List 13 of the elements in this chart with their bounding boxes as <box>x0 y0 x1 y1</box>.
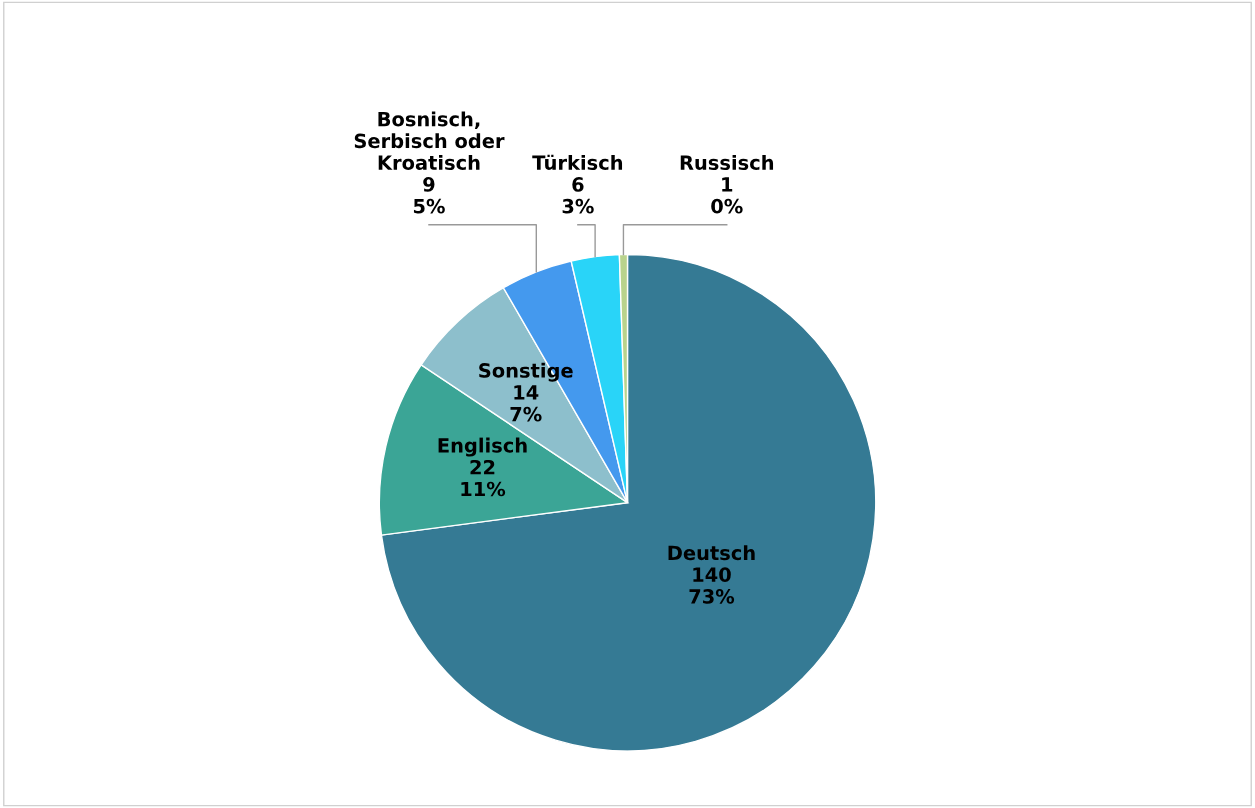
slice-label: Bosnisch, Serbisch oder Kroatisch <box>354 111 505 170</box>
data-label: 14 7% <box>510 385 542 422</box>
data-label: 9 5% <box>413 177 445 214</box>
data-label: 6 3% <box>562 177 594 214</box>
data-label: 1 0% <box>711 177 743 214</box>
slice-label: Englisch <box>438 437 527 457</box>
slice-label: Deutsch <box>668 545 755 561</box>
data-label: 140 73% <box>689 567 735 604</box>
slice-label: Türkisch <box>532 154 623 170</box>
slice-label: Russisch <box>680 154 774 170</box>
data-label: 22 11% <box>461 459 506 497</box>
pie-slice <box>380 253 877 752</box>
slice-label: Sonstige <box>479 362 573 382</box>
